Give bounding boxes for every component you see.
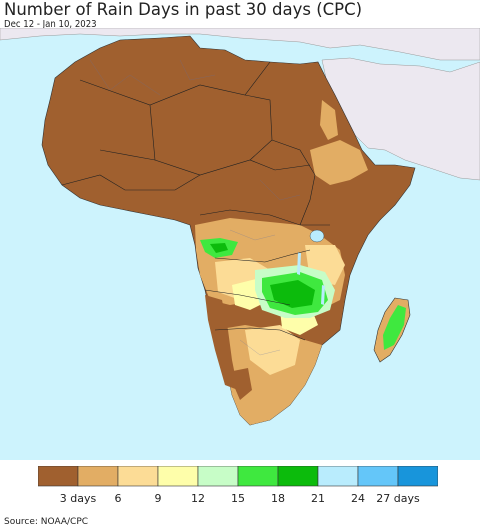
zone-dry-southwest [228, 368, 252, 400]
legend-swatch [38, 466, 79, 487]
legend-tick-label: 15 [231, 492, 245, 505]
admin-borders [89, 59, 301, 356]
europe-landmass [0, 28, 480, 61]
date-range: Dec 12 - Jan 10, 2023 [4, 19, 97, 30]
legend-labels: 3 days 6 9 12 15 18 21 24 27 days [60, 492, 420, 505]
legend-swatch [277, 466, 319, 487]
zone-low-nile [320, 100, 338, 140]
zone-dry-namibia [205, 295, 238, 390]
legend-swatch [197, 466, 239, 487]
lake-tanganyika [297, 252, 301, 275]
zone-mid-botswana [245, 325, 300, 375]
source-label: Source: NOAA/CPC [4, 517, 89, 527]
zone-low-ethiopia [310, 140, 368, 185]
legend-tick-label: 3 days [60, 492, 97, 505]
legend-swatch [357, 466, 399, 487]
legend-swatch [157, 466, 199, 487]
legend-boxes [38, 466, 438, 487]
color-legend: 3 days 6 9 12 15 18 21 24 27 days [38, 466, 438, 505]
zone-wet21 [270, 280, 315, 308]
legend-tick-label: 9 [155, 492, 162, 505]
zone-wet-congo-core [210, 243, 228, 253]
lake-malawi [321, 285, 325, 305]
legend-tick-label: 21 [311, 492, 325, 505]
legend-tick-label: 24 [351, 492, 365, 505]
legend-tick-label: 18 [271, 492, 285, 505]
legend-tick-label: 6 [115, 492, 122, 505]
legend-swatch [77, 466, 119, 487]
legend-tick-label: 27 days [376, 492, 420, 505]
country-borders [61, 61, 330, 341]
lake-victoria [309, 229, 325, 243]
rain-days-map [0, 28, 480, 460]
map-title: Number of Rain Days in past 30 days (CPC… [4, 0, 363, 19]
legend-tick-label: 12 [191, 492, 205, 505]
legend-swatch [397, 466, 438, 487]
legend-swatch [317, 466, 359, 487]
madagascar-wet [383, 305, 406, 350]
legend-swatch [237, 466, 279, 487]
legend-swatch [117, 466, 159, 487]
